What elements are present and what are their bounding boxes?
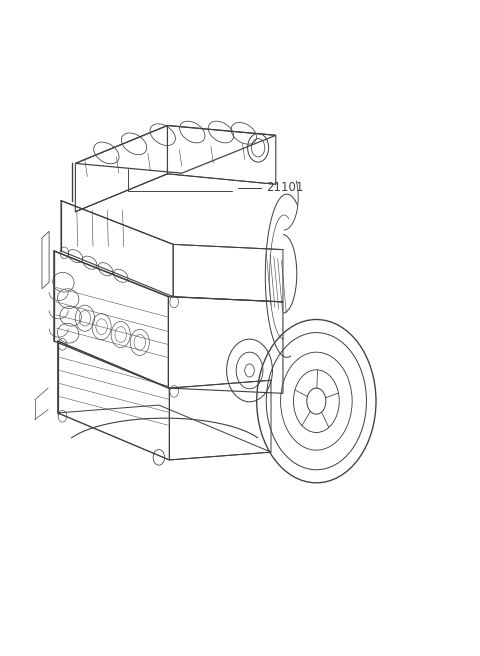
Text: 21101: 21101 [266, 181, 304, 194]
